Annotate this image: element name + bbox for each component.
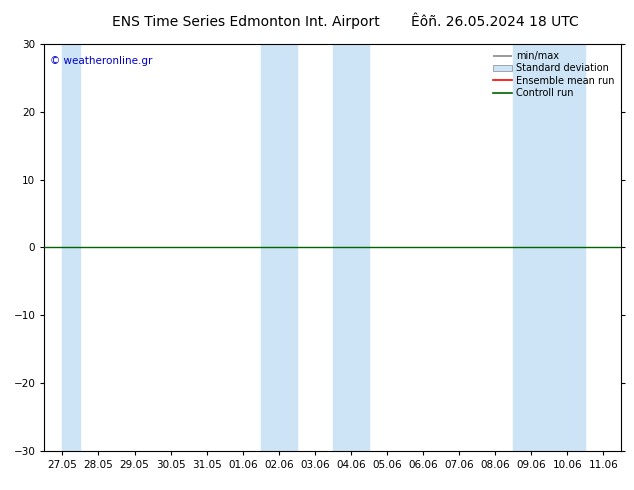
Legend: min/max, Standard deviation, Ensemble mean run, Controll run: min/max, Standard deviation, Ensemble me… (491, 49, 616, 100)
Bar (549, 44, 585, 451)
Bar (513, 44, 549, 451)
Bar (62, 44, 81, 451)
Bar (261, 44, 297, 451)
Text: © weatheronline.gr: © weatheronline.gr (50, 56, 153, 66)
Text: ENS Time Series Edmonton Int. Airport: ENS Time Series Edmonton Int. Airport (112, 15, 380, 29)
Bar (333, 44, 369, 451)
Text: Êôñ. 26.05.2024 18 UTC: Êôñ. 26.05.2024 18 UTC (411, 15, 578, 29)
